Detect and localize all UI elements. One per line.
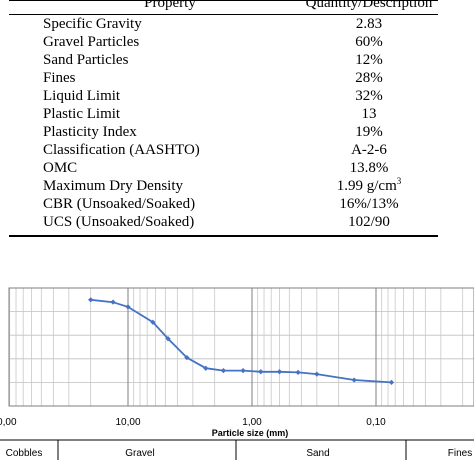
data-point [295, 369, 301, 375]
row-value: 2.83 [355, 16, 383, 32]
row-value: A-2-6 [351, 142, 387, 158]
table-row: Plastic Limit 13 [0, 105, 474, 123]
row-property: Plasticity Index [43, 124, 137, 140]
row-property: UCS (Unsoaked/Soaked) [43, 214, 195, 230]
data-point [88, 297, 94, 303]
class-label-gravel: Gravel [125, 448, 154, 459]
row-value: 13.8% [349, 160, 389, 176]
chart-grid [9, 288, 474, 406]
header-property: Property [144, 0, 196, 11]
table-row: Gravel Particles 60% [0, 33, 474, 51]
row-value: 19% [355, 124, 383, 140]
x-tick-labels: 00,00 10,00 1,00 0,10 [0, 417, 386, 428]
row-property: Maximum Dry Density [43, 178, 183, 194]
x-tick-label: 00,00 [0, 417, 17, 428]
row-property: Gravel Particles [43, 34, 140, 50]
table-bottom-rule [9, 235, 438, 237]
data-point [184, 355, 190, 361]
row-property: Fines [43, 70, 76, 86]
data-point [110, 299, 116, 305]
row-value: 60% [355, 34, 383, 50]
x-tick-label: 0,10 [366, 417, 386, 428]
table-row: Maximum Dry Density 1.99 g/cm3 [0, 177, 474, 195]
table-row: OMC 13.8% [0, 159, 474, 177]
data-point [314, 371, 320, 377]
table-header-rule [9, 14, 438, 15]
row-property: OMC [43, 160, 78, 176]
row-property: Plastic Limit [43, 106, 121, 122]
data-point [203, 365, 209, 371]
row-property: Sand Particles [43, 52, 129, 68]
x-axis-label: Particle size (mm) [212, 428, 289, 438]
table-row: Liquid Limit 32% [0, 87, 474, 105]
table-row: Fines 28% [0, 69, 474, 87]
class-label-cobbles: Cobbles [6, 448, 43, 459]
header-value: Quantity/Description [305, 0, 433, 11]
row-property: Liquid Limit [43, 88, 121, 104]
x-tick-label: 10,00 [115, 417, 140, 428]
table-row: CBR (Unsoaked/Soaked) 16%/13% [0, 195, 474, 213]
data-point [388, 379, 395, 385]
table-row: Specific Gravity 2.83 [0, 15, 474, 33]
data-point [220, 368, 227, 374]
row-value: 1.99 g/cm3 [300, 177, 438, 195]
row-value: 16%/13% [339, 196, 399, 212]
table-row: Sand Particles 12% [0, 51, 474, 69]
row-value-text: 1.99 g/cm [336, 178, 397, 194]
data-point [240, 368, 246, 374]
row-value: 28% [355, 70, 383, 86]
x-tick-label: 1,00 [242, 417, 262, 428]
table-row: Classification (AASHTO) A-2-6 [0, 141, 474, 159]
data-point [125, 304, 131, 310]
row-property: Specific Gravity [43, 16, 142, 32]
table-row: UCS (Unsoaked/Soaked) 102/90 [0, 213, 474, 231]
table-header-row: Property Quantity/Description [0, 0, 474, 12]
row-value: 13 [361, 106, 377, 122]
class-label-sand: Sand [306, 448, 329, 459]
row-property: Classification (AASHTO) [43, 142, 200, 158]
table-row: Plasticity Index 19% [0, 123, 474, 141]
data-point [276, 369, 283, 375]
row-value: 102/90 [348, 214, 390, 230]
class-label-fines: Fines [448, 448, 472, 459]
data-point [258, 369, 264, 375]
row-property: CBR (Unsoaked/Soaked) [43, 196, 196, 212]
row-value: 12% [355, 52, 383, 68]
row-value: 32% [355, 88, 383, 104]
row-value-superscript: 3 [396, 176, 402, 186]
plot-area-border [8, 287, 474, 407]
table-top-rule [9, 0, 438, 1]
data-point [351, 377, 357, 383]
particle-size-chart: 00,00 10,00 1,00 0,10 Particle size (mm) Co… [0, 287, 474, 460]
